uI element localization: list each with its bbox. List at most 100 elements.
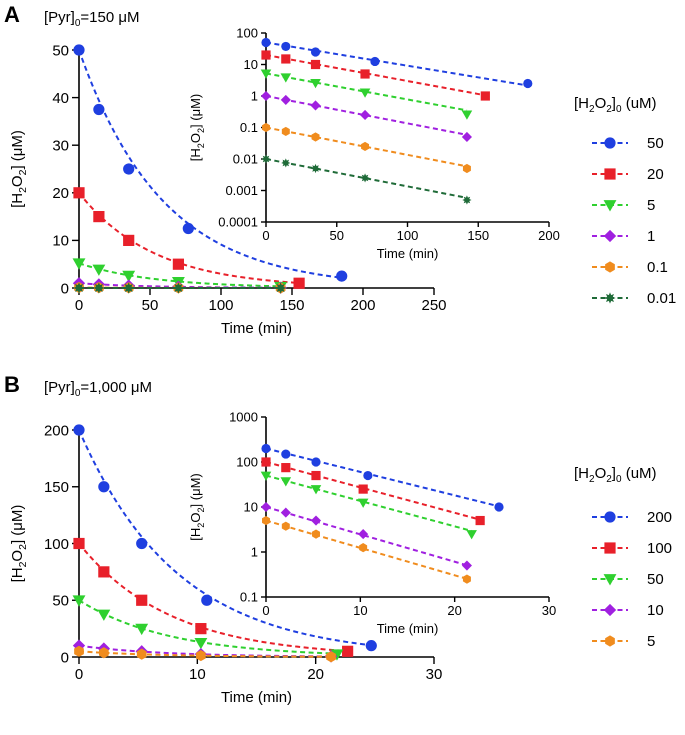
chart-b-inset-point-50 bbox=[466, 530, 477, 540]
legend-label: 0.1 bbox=[647, 259, 668, 276]
legend-item-0.01: 0.01 bbox=[592, 290, 676, 307]
chart-a-main-xlabel: Time (min) bbox=[221, 320, 292, 337]
chart-b-inset-point-10 bbox=[461, 560, 472, 571]
chart-a-inset-point-50 bbox=[261, 37, 271, 48]
chart-b-main-point-5 bbox=[136, 648, 147, 660]
chart-b-inset-xtick-label: 0 bbox=[262, 603, 269, 618]
chart-a-main-point-0.01 bbox=[123, 282, 135, 294]
legend-label: 10 bbox=[647, 602, 664, 619]
chart-a-inset-point-1 bbox=[310, 100, 321, 111]
legend-item-100: 100 bbox=[592, 540, 672, 557]
legend-item-10: 10 bbox=[592, 602, 664, 619]
legend-marker bbox=[604, 137, 616, 149]
chart-b-main-xtick-label: 30 bbox=[426, 666, 443, 683]
chart-b-main-point-200 bbox=[73, 424, 85, 436]
chart-b-main-ylabel: [H2O2] (μM) bbox=[9, 505, 29, 583]
chart-a-inset-xtick-label: 0 bbox=[262, 228, 269, 243]
legend-item-200: 200 bbox=[592, 509, 672, 526]
chart-b-inset-point-10 bbox=[280, 507, 291, 518]
chart-a-inset-xtick-label: 150 bbox=[467, 228, 489, 243]
chart-a-inset-point-1 bbox=[461, 131, 472, 143]
chart-a-inset-point-1 bbox=[260, 90, 272, 102]
chart-b-inset-fit-100 bbox=[265, 461, 481, 521]
chart-b-inset-point-200 bbox=[363, 470, 373, 481]
panel-a-condition: [Pyr]0=150 μM bbox=[44, 9, 140, 29]
chart-b-inset-point-200 bbox=[311, 457, 321, 467]
chart-b-main-ytick-label: 0 bbox=[61, 649, 69, 666]
chart-a-inset-point-0.1 bbox=[462, 163, 471, 174]
chart-a-main-point-5 bbox=[122, 270, 136, 283]
chart-a-inset-point-50 bbox=[310, 47, 321, 57]
chart-a-main-ylabel: [H2O2] (μM) bbox=[9, 130, 29, 208]
legend-item-50: 50 bbox=[592, 571, 664, 588]
chart-a-inset-point-1 bbox=[359, 109, 371, 121]
chart-b-inset: 0 10 20 30 0.1 1 10 100 1000 Time (min) [H2O2] (μM… bbox=[188, 410, 556, 636]
chart-b-inset-fit-50 bbox=[265, 474, 472, 532]
legend-marker bbox=[603, 574, 617, 586]
chart-b-inset-point-50 bbox=[357, 498, 369, 508]
chart-b-inset-ytick-label: 1000 bbox=[229, 410, 258, 425]
chart-b-inset-point-5 bbox=[262, 515, 270, 526]
chart-a-inset-xtick-label: 50 bbox=[330, 228, 344, 243]
legend-label: 200 bbox=[647, 509, 672, 526]
chart-b-inset-point-200 bbox=[494, 502, 504, 512]
chart-b-main-xtick-label: 10 bbox=[189, 666, 206, 683]
chart-b-main-point-5 bbox=[99, 647, 109, 659]
chart-a-main-ytick-label: 40 bbox=[52, 90, 69, 107]
legend-label: 5 bbox=[647, 197, 655, 214]
legend-marker bbox=[605, 261, 615, 273]
chart-b-inset-fit-200 bbox=[265, 447, 500, 508]
chart-a-inset-ytick-label: 0.0001 bbox=[218, 215, 258, 230]
chart-b-inset-point-10 bbox=[358, 529, 369, 540]
chart-b-inset-point-5 bbox=[462, 574, 471, 584]
legend-label: 50 bbox=[647, 135, 664, 152]
chart-a-main-point-20 bbox=[73, 187, 85, 199]
chart-a-main-ytick-label: 0 bbox=[61, 280, 69, 297]
chart-a-inset-point-0.01 bbox=[360, 173, 370, 183]
chart-b-main-ytick-label: 50 bbox=[52, 593, 69, 610]
chart-b-main-point-100 bbox=[136, 594, 148, 606]
chart-b-main-fit-50 bbox=[78, 599, 338, 655]
chart-b-inset-point-10 bbox=[260, 501, 272, 513]
legend-label: 0.01 bbox=[647, 290, 676, 307]
legend-a: [H2O2]0 (uM) 50 20 5 1 0.1 0.01 bbox=[574, 95, 676, 307]
chart-b-main-point-200 bbox=[201, 594, 213, 606]
chart-a-inset-ytick-label: 0.1 bbox=[240, 120, 258, 135]
chart-b-inset-point-200 bbox=[281, 449, 291, 459]
chart-b-inset-point-100 bbox=[261, 457, 271, 467]
chart-b-main-ytick-label: 200 bbox=[44, 422, 69, 439]
chart-b-main-point-50 bbox=[330, 649, 344, 661]
chart-a-inset-point-0.01 bbox=[281, 158, 291, 168]
chart-a-main-point-0.01 bbox=[93, 282, 105, 294]
legend-item-1: 1 bbox=[592, 228, 655, 245]
chart-b-main-point-100 bbox=[73, 537, 85, 550]
chart-a-inset-fit-50 bbox=[265, 41, 528, 87]
chart-a-main-point-20 bbox=[172, 258, 184, 270]
chart-a-inset-point-20 bbox=[261, 50, 271, 60]
chart-a-main-point-0.01 bbox=[172, 282, 184, 294]
chart-a-main-ytick-label: 50 bbox=[52, 42, 69, 59]
legend-label: 1 bbox=[647, 228, 655, 245]
chart-b-inset-point-5 bbox=[312, 529, 320, 539]
legend-marker bbox=[603, 603, 617, 617]
chart-a-main-xtick-label: 100 bbox=[208, 297, 233, 314]
chart-a-inset: 0 50 100 150 200 0.0001 0.001 0.01 0.1 1 10 100 Time… bbox=[188, 26, 560, 261]
chart-b-main-point-50 bbox=[72, 595, 86, 607]
chart-a-main-point-50 bbox=[73, 44, 85, 56]
chart-b-main-fit-100 bbox=[78, 542, 348, 653]
chart-a-inset-point-0.1 bbox=[361, 141, 370, 152]
legend-marker bbox=[605, 635, 615, 647]
chart-a-inset-fit-20 bbox=[265, 54, 486, 97]
legend-label: 20 bbox=[647, 166, 664, 183]
chart-b-main-point-5 bbox=[74, 645, 84, 657]
chart-b-inset-point-100 bbox=[281, 463, 291, 473]
chart-b-main-point-100 bbox=[342, 645, 354, 657]
chart-a-inset-point-5 bbox=[359, 88, 371, 98]
chart-b-inset-ytick-label: 1 bbox=[251, 545, 258, 560]
chart-a-inset-point-5 bbox=[260, 69, 272, 79]
chart-b-inset-xtick-label: 30 bbox=[542, 603, 556, 618]
chart-a-inset-xlabel: Time (min) bbox=[377, 246, 439, 261]
chart-a-inset-ytick-label: 1 bbox=[251, 89, 258, 104]
